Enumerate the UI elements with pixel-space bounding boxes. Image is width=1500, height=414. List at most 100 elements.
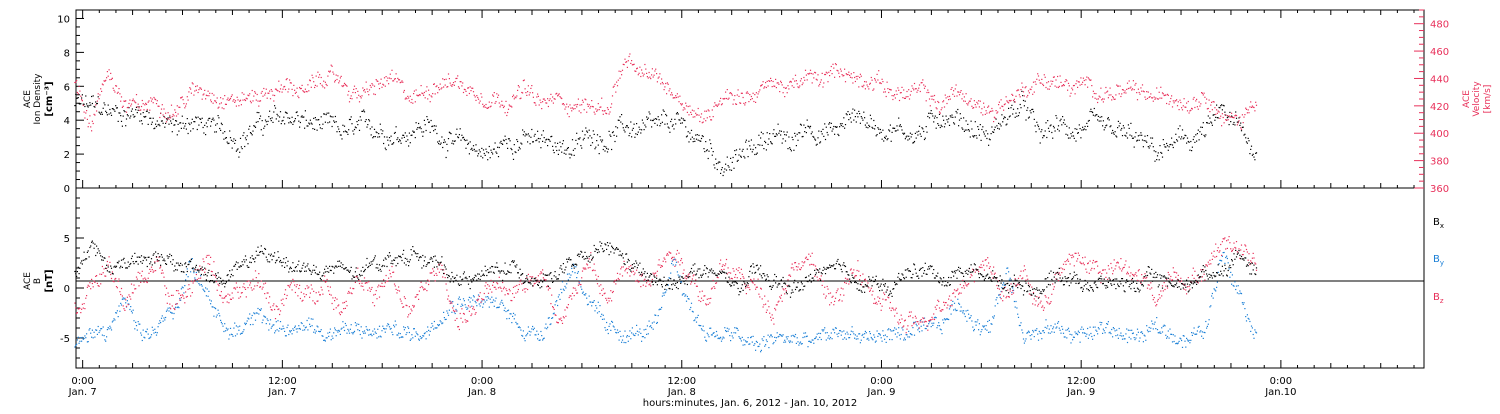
- velocity-point: [709, 116, 710, 117]
- density-point: [327, 122, 328, 123]
- density-point: [1069, 127, 1070, 128]
- velocity-point: [1221, 125, 1222, 126]
- velocity-point: [895, 97, 896, 98]
- by-point: [1027, 332, 1028, 333]
- bz-point: [99, 286, 100, 287]
- bz-point: [293, 281, 294, 282]
- by-point: [774, 337, 775, 338]
- by-point: [726, 331, 727, 332]
- velocity-point: [389, 78, 390, 79]
- density-point: [1107, 118, 1108, 119]
- bz-point: [273, 303, 274, 304]
- velocity-point: [565, 106, 566, 107]
- bz-point: [221, 291, 222, 292]
- density-point: [1046, 137, 1047, 138]
- bz-point: [187, 296, 188, 297]
- density-point: [379, 136, 380, 137]
- bz-point: [163, 272, 164, 273]
- bz-point: [364, 277, 365, 278]
- velocity-point: [683, 107, 684, 108]
- by-point: [479, 303, 480, 304]
- density-point: [1117, 127, 1118, 128]
- by-point: [602, 319, 603, 320]
- density-point: [591, 137, 592, 138]
- density-point: [465, 148, 466, 149]
- density-point: [1080, 137, 1081, 138]
- by-point: [160, 322, 161, 323]
- density-point: [218, 115, 219, 116]
- density-point: [923, 131, 924, 132]
- velocity-point: [1243, 117, 1244, 118]
- velocity-point: [519, 86, 520, 87]
- by-point: [267, 318, 268, 319]
- velocity-point: [411, 102, 412, 103]
- by-point: [951, 314, 952, 315]
- bz-point: [322, 289, 323, 290]
- density-point: [465, 140, 466, 141]
- density-point: [247, 135, 248, 136]
- velocity-point: [593, 106, 594, 107]
- bz-point: [161, 273, 162, 274]
- by-point: [74, 346, 75, 347]
- by-point: [1252, 327, 1253, 328]
- density-point: [1058, 125, 1059, 126]
- density-point: [422, 136, 423, 137]
- velocity-point: [1029, 92, 1030, 93]
- by-point: [873, 334, 874, 335]
- velocity-point: [1093, 91, 1094, 92]
- by-point: [1134, 339, 1135, 340]
- bz-point: [253, 288, 254, 289]
- density-point: [1240, 123, 1241, 124]
- velocity-point: [236, 106, 237, 107]
- density-point: [244, 146, 245, 147]
- by-point: [1092, 339, 1093, 340]
- velocity-point: [292, 89, 293, 90]
- velocity-point: [427, 98, 428, 99]
- velocity-point: [577, 104, 578, 105]
- by-point: [614, 329, 615, 330]
- density-point: [1126, 132, 1127, 133]
- by-point: [664, 295, 665, 296]
- density-point: [94, 107, 95, 108]
- bz-point: [139, 273, 140, 274]
- density-point: [85, 95, 86, 96]
- density-point: [452, 140, 453, 141]
- velocity-point: [254, 91, 255, 92]
- by-point: [600, 316, 601, 317]
- velocity-point: [1037, 73, 1038, 74]
- by-point: [357, 329, 358, 330]
- velocity-point: [482, 104, 483, 105]
- density-point: [971, 121, 972, 122]
- velocity-point: [1172, 106, 1173, 107]
- by-point: [356, 325, 357, 326]
- density-point: [1049, 131, 1050, 132]
- density-point: [743, 149, 744, 150]
- velocity-point: [220, 97, 221, 98]
- density-point: [822, 133, 823, 134]
- velocity-point: [148, 102, 149, 103]
- density-point: [539, 141, 540, 142]
- density-point: [671, 119, 672, 120]
- density-point: [473, 145, 474, 146]
- by-point: [1080, 329, 1081, 330]
- density-point: [350, 119, 351, 120]
- density-point: [635, 133, 636, 134]
- velocity-point: [166, 121, 167, 122]
- velocity-point: [1206, 99, 1207, 100]
- density-point: [611, 149, 612, 150]
- by-point: [439, 324, 440, 325]
- bz-point: [387, 281, 388, 282]
- velocity-point: [221, 102, 222, 103]
- velocity-point: [333, 74, 334, 75]
- velocity-point: [79, 91, 80, 92]
- by-point: [292, 333, 293, 334]
- by-point: [677, 271, 678, 272]
- velocity-point: [250, 101, 251, 102]
- by-point: [1038, 340, 1039, 341]
- bz-point: [334, 300, 335, 301]
- density-point: [808, 126, 809, 127]
- velocity-point: [1208, 108, 1209, 109]
- by-point: [582, 293, 583, 294]
- by-point: [1248, 319, 1249, 320]
- by-point: [570, 275, 571, 276]
